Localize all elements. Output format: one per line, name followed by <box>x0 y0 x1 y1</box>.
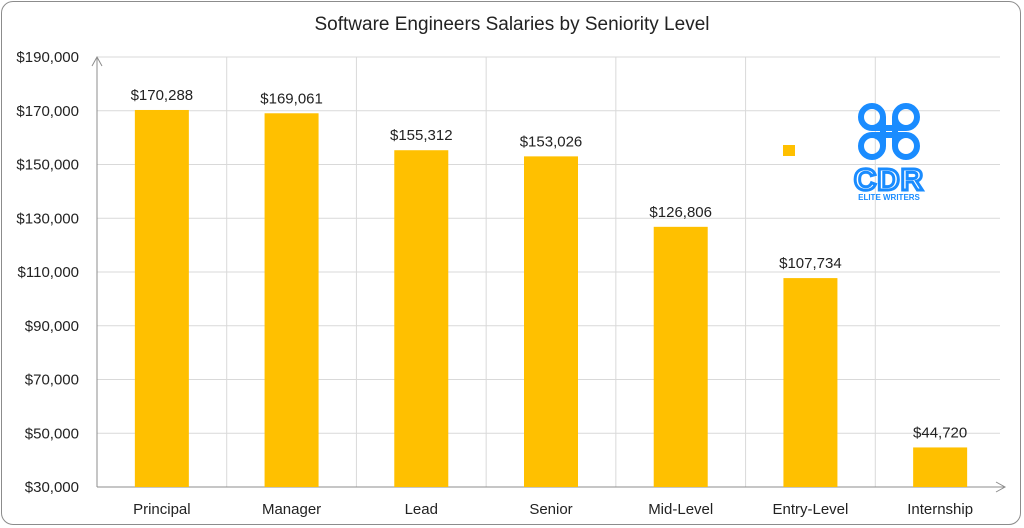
y-tick-label: $70,000 <box>25 372 79 389</box>
x-tick-label: Lead <box>405 501 438 518</box>
bar-lead <box>394 150 449 487</box>
x-tick-label: Manager <box>262 501 321 518</box>
bar-principal <box>134 109 189 487</box>
logo-knot-icon <box>858 103 920 160</box>
x-tick-label: Internship <box>907 501 973 518</box>
y-tick-label: $190,000 <box>16 49 79 66</box>
logo: CDR ELITE WRITERS <box>852 103 925 202</box>
y-tick-label: $170,000 <box>16 103 79 120</box>
data-label: $107,734 <box>779 255 842 272</box>
y-tick-label: $30,000 <box>25 479 79 496</box>
logo-name: CDR <box>854 162 924 197</box>
bar-manager <box>264 113 319 487</box>
labels: $30,000 $50,000 $70,000 $90,000 $110,000 $130… <box>16 49 973 518</box>
data-label: $126,806 <box>649 204 712 221</box>
y-tick-label: $110,000 <box>18 264 79 281</box>
bar-entry-level <box>783 278 838 487</box>
legend-marker <box>783 145 795 156</box>
bars <box>134 109 968 488</box>
y-axis-arrow <box>91 55 103 67</box>
data-label: $155,312 <box>390 127 453 144</box>
data-label: $169,061 <box>260 90 323 107</box>
chart-title: Software Engineers Salaries by Seniority… <box>315 14 710 35</box>
bar-internship <box>913 447 968 487</box>
y-tick-label: $150,000 <box>16 157 79 174</box>
data-label: $170,288 <box>131 87 194 104</box>
y-tick-label: $90,000 <box>25 318 79 335</box>
y-tick-label: $130,000 <box>16 210 79 227</box>
logo-tagline: ELITE WRITERS <box>858 193 920 202</box>
x-tick-label: Entry-Level <box>772 501 848 518</box>
x-axis-arrow <box>995 481 1007 493</box>
y-tick-label: $50,000 <box>25 425 79 442</box>
bar-senior <box>524 156 578 488</box>
data-label: $153,026 <box>520 133 583 150</box>
bar-mid-level <box>653 226 708 488</box>
x-tick-label: Mid-Level <box>648 501 713 518</box>
data-label: $44,720 <box>913 424 967 441</box>
x-tick-label: Senior <box>529 501 572 518</box>
x-tick-label: Principal <box>133 501 191 518</box>
